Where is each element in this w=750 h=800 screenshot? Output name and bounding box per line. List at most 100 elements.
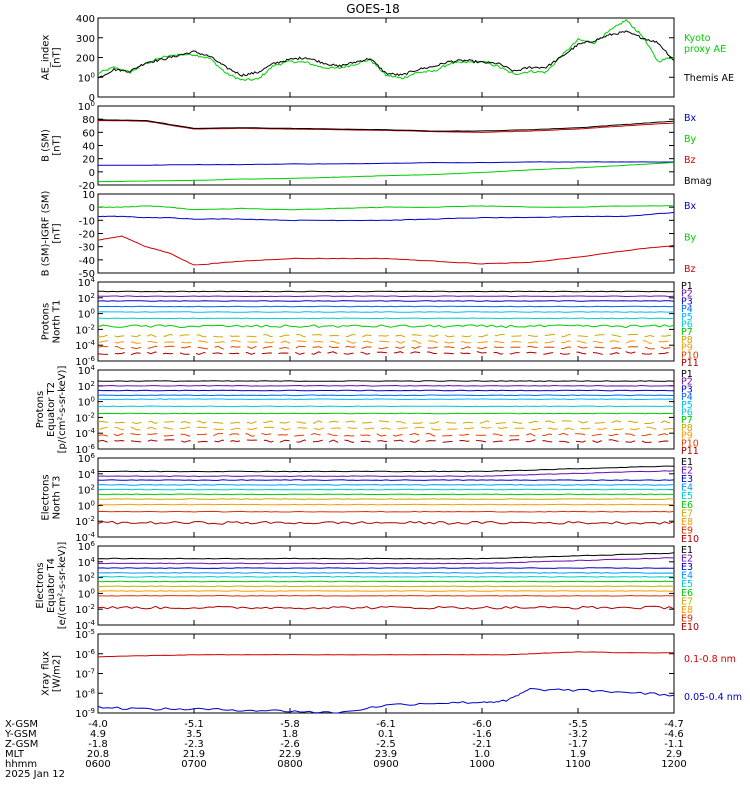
series-line-p11: [97, 351, 675, 356]
legend-label: E4: [681, 483, 693, 494]
series-line-e2: [97, 470, 675, 478]
date-label: 2025 Jan 12: [5, 769, 65, 780]
y-axis-label-line: Electrons: [41, 474, 52, 520]
series-line-by: [98, 162, 675, 183]
legend-label: E9: [681, 613, 693, 624]
ephemeris-value: 0700: [181, 759, 206, 770]
ephemeris-value: -3.2: [568, 729, 588, 740]
ephemeris-value: 2.9: [666, 749, 682, 760]
plot-title: GOES-18: [346, 2, 400, 16]
y-tick-label: 100: [78, 308, 95, 321]
series-line-e1: [97, 465, 675, 473]
series-line-e8: [97, 503, 675, 506]
y-axis-label: ElectronsEquator T4[e/(cm²-s-sr-keV)]: [35, 542, 68, 630]
series-line-p7: [97, 412, 675, 415]
legend-label: E7: [681, 596, 693, 607]
y-tick-label: 102: [78, 292, 95, 305]
y-axis-label-line: Equator T2: [46, 382, 57, 437]
y-axis-label-line: AE_index: [41, 35, 52, 81]
y-tick-label: 10: [82, 190, 95, 201]
legend-label: E5: [681, 491, 693, 502]
y-tick-label: 0: [89, 168, 95, 179]
series-line-bx: [97, 211, 675, 222]
series-line-e4: [97, 483, 675, 486]
y-tick-label: 104: [78, 276, 96, 289]
legend-label: E10: [681, 534, 699, 545]
legend-label: Bz: [684, 264, 696, 275]
series-line-e10: [97, 605, 675, 610]
y-tick-label: 104: [78, 468, 96, 481]
series-line-p3: [97, 300, 675, 302]
series-line-bmag: [97, 119, 675, 132]
y-tick-label: 106: [78, 452, 96, 465]
legend-label: E8: [681, 517, 693, 528]
series-line-p1: [97, 380, 675, 382]
y-tick-label: 102: [78, 380, 95, 393]
y-axis-label: ElectronsNorth T3: [41, 474, 63, 520]
y-tick-label: 10-4: [75, 339, 95, 352]
legend-label: P8: [681, 335, 693, 346]
y-axis-label-line: [e/(cm²-s-sr-keV)]: [57, 542, 68, 630]
series-line-kyoto-proxy-ae: [97, 18, 675, 82]
series-line-e7: [97, 498, 675, 500]
legend-label: P4: [681, 304, 693, 315]
panel-frame: [97, 105, 675, 186]
ephemeris-row-label: Y-GSM: [4, 729, 37, 740]
series-line-e3: [97, 479, 675, 481]
panel-bigrf: -50 -40 -30 -20 -10 0 10 B (SM)-IGRF (SM)[nT] Bx…: [41, 190, 697, 280]
legend-label: Bx: [684, 201, 697, 212]
y-tick-label: -10: [79, 216, 95, 227]
y-axis-label: B (SM)-IGRF (SM)[nT]: [41, 191, 63, 277]
ephemeris-value: 22.9: [279, 749, 301, 760]
legend-label: P11: [681, 358, 699, 369]
legend-label: P2: [681, 289, 693, 300]
ephemeris-value: 1100: [565, 759, 590, 770]
legend-label: By: [684, 233, 697, 244]
series-line-e2: [97, 557, 675, 565]
series-line-0-05-0-4-nm: [97, 687, 675, 714]
ephemeris-value: 1.0: [474, 749, 490, 760]
y-tick-label: 100: [78, 499, 95, 512]
legend-label: P5: [681, 312, 693, 323]
y-tick-label: 0: [89, 203, 95, 214]
series-line-p8: [98, 333, 675, 338]
y-tick-label: -30: [79, 243, 95, 254]
y-axis-label: ProtonsNorth T1: [41, 300, 63, 344]
panel-e_t4: 10-4 10-2 100 102 104 106 ElectronsEquator T4[…: [35, 540, 699, 633]
ephemeris-value: -6.0: [472, 719, 492, 730]
ephemeris-value: -5.5: [568, 719, 588, 730]
y-tick-label: 102: [78, 572, 95, 585]
legend-label: E10: [681, 622, 699, 633]
legend-label: 0.1-0.8 nm: [684, 654, 736, 665]
series-line-bz: [97, 119, 675, 133]
y-tick-label: 300: [76, 34, 95, 45]
ephemeris-value: 0600: [85, 759, 110, 770]
y-axis-label-line: Protons: [41, 303, 52, 340]
ephemeris-value: 1200: [661, 759, 686, 770]
ephemeris-value: -6.1: [376, 719, 396, 730]
y-tick-label: 10-9: [75, 707, 95, 720]
y-axis-label-line: Equator T4: [46, 558, 57, 613]
legend-label: Bx: [684, 113, 697, 124]
legend-label: E5: [681, 579, 693, 590]
ephemeris-row-label: Z-GSM: [5, 739, 38, 750]
ephemeris-value: 21.9: [183, 749, 205, 760]
series-line-p7: [97, 324, 675, 329]
y-axis-label-line: [nT]: [52, 223, 63, 243]
legend-label: E2: [681, 554, 693, 565]
y-axis-label-line: [W/m2]: [52, 655, 63, 692]
y-tick-label: 10-4: [75, 619, 95, 632]
legend-label: P3: [681, 296, 693, 307]
legend-label: E9: [681, 525, 693, 536]
series-line-p8: [97, 420, 675, 425]
series-line-e9: [97, 510, 675, 513]
legend-label: E2: [681, 466, 693, 477]
panel-xray: 10-9 10-8 10-7 10-6 10-5 Xray flux[W/m2] 0.1-0…: [41, 628, 742, 720]
series-line-e1: [97, 552, 675, 560]
panel-frame: [97, 17, 675, 98]
legend-label: P9: [681, 343, 693, 354]
series-line-p6: [97, 405, 675, 408]
series-line-p4: [97, 394, 674, 397]
legend-label: Bmag: [684, 176, 712, 187]
